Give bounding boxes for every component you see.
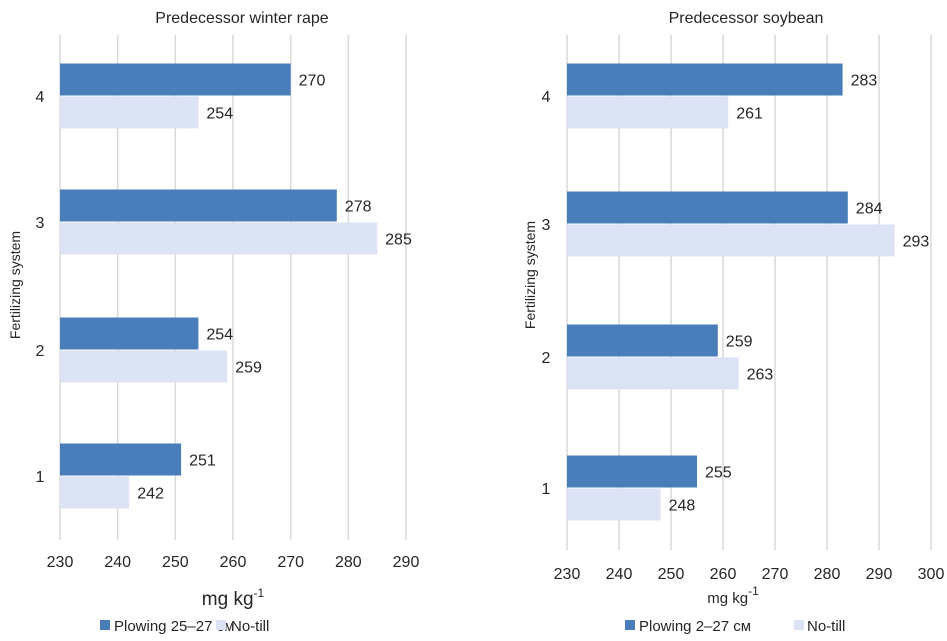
data-label: 259 <box>235 360 262 377</box>
y-axis-label: Fertilizing system <box>7 231 23 339</box>
bar-plowing <box>60 189 337 222</box>
bar-plowing <box>567 455 697 488</box>
x-tick-label: 290 <box>393 554 420 571</box>
bar-plowing <box>60 443 182 476</box>
x-tick-label: 240 <box>104 554 131 571</box>
category-label: 2 <box>542 350 551 367</box>
x-axis-label-superscript: -1 <box>748 584 759 598</box>
x-tick-label: 240 <box>606 566 633 583</box>
x-tick-label: 270 <box>762 566 789 583</box>
chart-panel-1: 230 240 250 260 270 280 290 Predecessor winter … <box>7 10 419 635</box>
y-axis-label: Fertilizing system <box>522 221 538 329</box>
data-label: 259 <box>726 334 753 351</box>
data-label: 254 <box>206 106 233 123</box>
category-label: 2 <box>36 343 45 360</box>
x-tick-label: 300 <box>918 566 945 583</box>
data-label: 261 <box>736 106 763 123</box>
x-tick-label: 260 <box>220 554 247 571</box>
data-label: 254 <box>206 327 233 344</box>
x-tick-label: 280 <box>814 566 841 583</box>
x-axis-label-unit: mg kg <box>202 589 254 610</box>
bar-plowing <box>567 63 843 96</box>
x-tick-label: 230 <box>47 554 74 571</box>
chart-title: Predecessor winter rape <box>155 10 329 27</box>
bar-no-till <box>60 222 378 255</box>
legend-label: No-till <box>807 618 845 635</box>
x-tick-label: 260 <box>710 566 737 583</box>
data-label: 270 <box>299 73 326 90</box>
category-label: 3 <box>542 217 551 234</box>
x-axis-label-unit: mg kg <box>707 590 748 607</box>
category-label: 4 <box>36 89 45 106</box>
bar-no-till <box>567 488 661 521</box>
data-label: 283 <box>851 73 878 90</box>
category-label: 4 <box>542 89 551 106</box>
data-label: 242 <box>137 486 164 503</box>
x-axis-label: mg kg-1 <box>707 584 759 607</box>
data-label: 285 <box>385 232 412 249</box>
data-label: 248 <box>669 498 696 515</box>
category-label: 3 <box>36 215 45 232</box>
x-tick-label: 290 <box>866 566 893 583</box>
chart-panel-2: 230 240 250 260 270 280 290 300 Predecessor soyb… <box>522 10 944 635</box>
x-tick-label: 250 <box>162 554 189 571</box>
legend-swatch <box>216 620 226 630</box>
chart-title: Predecessor soybean <box>669 10 824 27</box>
bar-plowing <box>567 191 848 224</box>
x-axis-label-superscript: -1 <box>254 586 265 600</box>
x-tick-label: 280 <box>335 554 362 571</box>
bar-no-till <box>60 476 130 509</box>
bar-no-till <box>60 96 199 129</box>
legend-label: No-till <box>231 618 269 635</box>
data-label: 251 <box>189 453 216 470</box>
legend-swatch <box>625 620 635 630</box>
x-axis-label: mg kg-1 <box>202 586 265 610</box>
category-label: 1 <box>36 469 45 486</box>
data-label: 278 <box>345 199 372 216</box>
bar-plowing <box>60 317 199 350</box>
data-label: 284 <box>856 201 883 218</box>
x-tick-label: 230 <box>554 566 581 583</box>
category-label: 1 <box>542 481 551 498</box>
bar-plowing <box>60 63 291 96</box>
bar-no-till <box>60 350 228 383</box>
legend-label: Plowing 25–27 см <box>114 618 234 635</box>
legend-swatch <box>100 620 110 630</box>
legend-label: Plowing 2–27 см <box>639 618 751 635</box>
legend-swatch <box>794 620 804 630</box>
bar-no-till <box>567 224 895 257</box>
bar-no-till <box>567 96 729 129</box>
data-label: 263 <box>747 367 774 384</box>
x-tick-label: 270 <box>277 554 304 571</box>
data-label: 293 <box>903 234 930 251</box>
data-label: 255 <box>705 465 732 482</box>
x-tick-label: 250 <box>658 566 685 583</box>
bar-no-till <box>567 357 739 390</box>
bar-plowing <box>567 324 718 357</box>
